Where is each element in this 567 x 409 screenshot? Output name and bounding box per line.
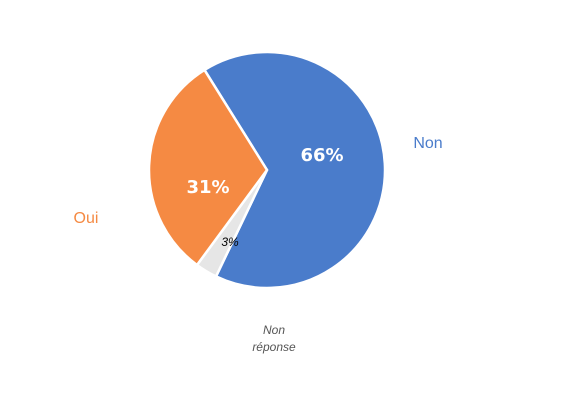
category-label-non: Non: [413, 135, 442, 152]
slice-label-non: 66%: [300, 145, 343, 166]
pie-slice-oui: [147, 68, 269, 267]
pie-slices: [147, 50, 387, 290]
pie-slice-non: [203, 50, 387, 290]
slice-label-oui: 31%: [186, 177, 229, 198]
category-label-non-reponse-line2: réponse: [252, 340, 296, 354]
slice-label-non-reponse: 3%: [221, 235, 239, 249]
category-label-oui: Oui: [74, 210, 99, 227]
category-label-non-reponse-line1: Non: [263, 323, 285, 337]
